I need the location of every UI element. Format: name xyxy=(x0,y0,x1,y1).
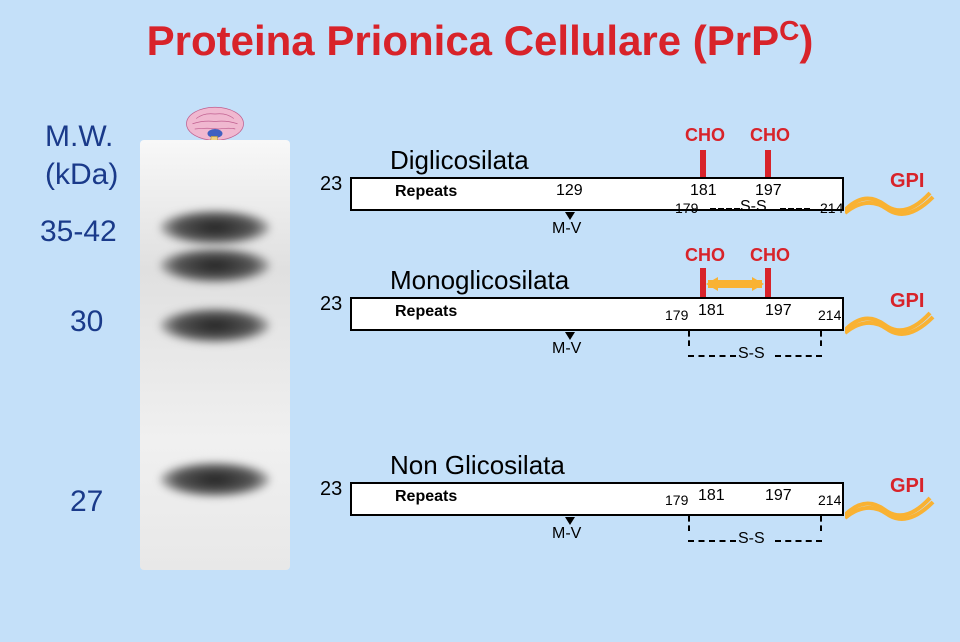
ss-dash xyxy=(688,540,736,542)
mv-label: M-V xyxy=(552,340,581,358)
repeats-label: Repeats xyxy=(395,303,457,321)
mw-header: M.W. xyxy=(45,120,113,154)
gel-band xyxy=(160,308,270,343)
pos-197: 197 xyxy=(765,487,792,505)
pos-179: 179 xyxy=(665,492,688,508)
ss-dash xyxy=(780,208,810,210)
pos-179: 179 xyxy=(675,200,698,216)
glyco-tick xyxy=(765,150,771,178)
ss-label: S-S xyxy=(738,345,765,363)
ss-dash xyxy=(688,355,736,357)
pos-214: 214 xyxy=(818,307,841,323)
gel-band xyxy=(160,210,270,245)
glyco-tick xyxy=(765,268,771,298)
ss-dash xyxy=(710,208,740,210)
western-blot-gel xyxy=(140,140,290,570)
mv-arrow-icon xyxy=(565,212,575,220)
glyco-tick xyxy=(700,150,706,178)
mv-arrow-icon xyxy=(565,332,575,340)
mw-value-27: 27 xyxy=(70,485,103,519)
structure-monoglicosilata: 23 Monoglicosilata CHO CHO Repeats 181 1… xyxy=(320,265,940,405)
mv-label: M-V xyxy=(552,525,581,543)
pos-181: 181 xyxy=(698,302,725,320)
mv-label: M-V xyxy=(552,220,581,238)
pos-181: 181 xyxy=(698,487,725,505)
pos-214: 214 xyxy=(818,492,841,508)
pos-179: 179 xyxy=(665,307,688,323)
mw-value-30: 30 xyxy=(70,305,103,339)
ss-vert xyxy=(820,331,822,346)
gel-band xyxy=(160,248,270,283)
pos-23: 23 xyxy=(320,173,342,196)
cho-label: CHO xyxy=(685,125,725,146)
ss-vert xyxy=(688,516,690,531)
form-label: Non Glicosilata xyxy=(390,450,940,481)
double-arrow-icon xyxy=(706,275,764,293)
slide-title: Proteina Prionica Cellulare (PrPC) xyxy=(0,15,960,65)
gpi-anchor-icon xyxy=(845,305,945,345)
cho-label: CHO xyxy=(685,245,725,266)
repeats-label: Repeats xyxy=(395,488,457,506)
ss-vert xyxy=(688,331,690,346)
form-label: Monoglicosilata xyxy=(390,265,940,296)
structure-diglicosilata: 23 Diglicosilata CHO CHO Repeats 129 181… xyxy=(320,145,940,275)
repeats-label: Repeats xyxy=(395,183,457,201)
ss-label: S-S xyxy=(740,198,767,216)
pos-23: 23 xyxy=(320,293,342,316)
ss-dash xyxy=(775,540,822,542)
form-label: Diglicosilata xyxy=(390,145,940,176)
ss-dash xyxy=(775,355,822,357)
ss-label: S-S xyxy=(738,530,765,548)
gpi-anchor-icon xyxy=(845,185,945,225)
gpi-anchor-icon xyxy=(845,490,945,530)
gel-band xyxy=(160,462,270,497)
cho-label: CHO xyxy=(750,125,790,146)
pos-181: 181 xyxy=(690,182,717,200)
structure-non-glicosilata: 23 Non Glicosilata Repeats 181 197 179 2… xyxy=(320,450,940,590)
pos-129: 129 xyxy=(556,182,583,200)
ss-vert xyxy=(820,516,822,531)
pos-197: 197 xyxy=(765,302,792,320)
mw-unit: (kDa) xyxy=(45,158,118,192)
mw-value-35-42: 35-42 xyxy=(40,215,117,249)
pos-23: 23 xyxy=(320,478,342,501)
cho-label: CHO xyxy=(750,245,790,266)
pos-214: 214 xyxy=(820,200,843,216)
mv-arrow-icon xyxy=(565,517,575,525)
